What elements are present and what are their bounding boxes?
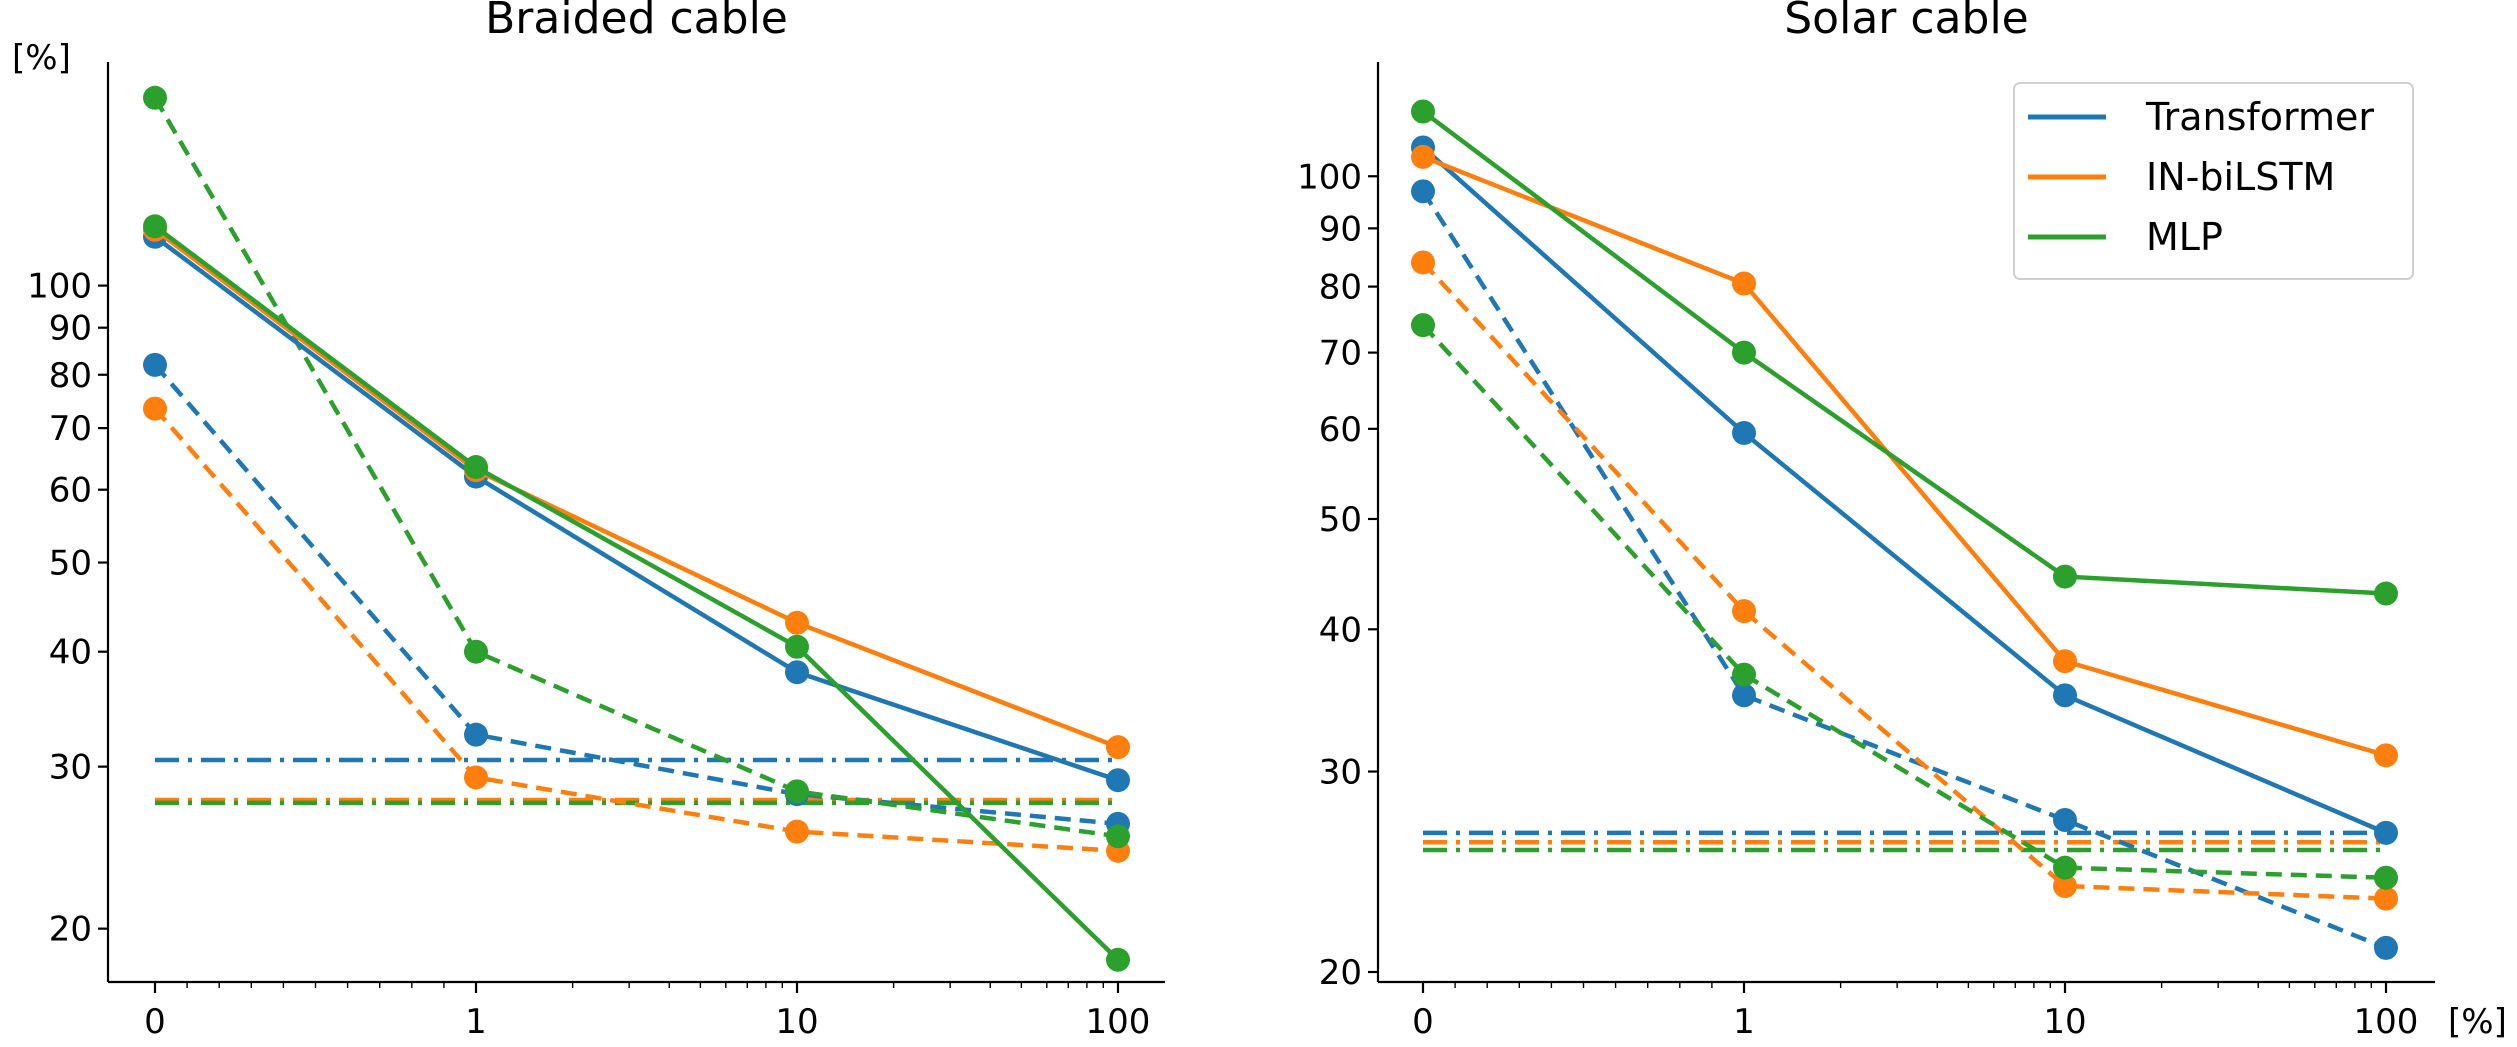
series-line-in-bilstm-solid	[153, 227, 1119, 750]
y-tick-label: 100	[1297, 157, 1362, 197]
data-point-mlp-solid	[1411, 99, 1435, 124]
chart-title: Braided cable	[485, 0, 788, 44]
y-tick-label: 60	[49, 471, 92, 511]
x-tick-label: 0	[144, 1002, 166, 1042]
x-tick-label: 100	[1086, 1002, 1151, 1042]
data-point-transformer-solid	[2053, 683, 2077, 708]
series-line-mlp-solid	[1421, 109, 2387, 596]
data-point-in-bilstm-dashed	[1411, 250, 1435, 275]
data-point-mlp-solid	[143, 214, 167, 239]
legend-label-transformer: Transformer	[2145, 95, 2374, 139]
data-point-in-bilstm-solid	[1106, 735, 1130, 760]
data-point-in-bilstm-solid	[2374, 743, 2398, 768]
legend-frame	[2013, 82, 2414, 280]
data-point-transformer-solid	[1732, 420, 1756, 445]
data-point-transformer-solid	[785, 660, 809, 685]
x-tick-label: 0	[1412, 1002, 1434, 1042]
legend-label-mlp: MLP	[2146, 215, 2223, 259]
x-axis-unit-label: [%]	[2448, 1002, 2507, 1042]
data-point-mlp-dashed	[1732, 662, 1756, 687]
legend-label-in-bilstm: IN-biLSTM	[2146, 155, 2335, 199]
data-point-transformer-dashed	[143, 352, 167, 377]
data-point-in-bilstm-solid	[785, 610, 809, 635]
series-line-transformer-dashed	[153, 363, 1119, 827]
y-tick-label: 50	[1319, 500, 1362, 540]
data-point-transformer-solid	[1106, 768, 1130, 793]
x-tick-label: 10	[2043, 1002, 2086, 1042]
x-tick-label: 1	[465, 1002, 487, 1042]
y-tick-label: 40	[1319, 610, 1362, 650]
data-point-transformer-dashed	[1411, 179, 1435, 204]
y-tick-label: 100	[27, 267, 92, 307]
data-point-transformer-dashed	[2053, 807, 2077, 832]
data-point-mlp-solid	[1106, 947, 1130, 972]
series-line-in-bilstm-dashed	[153, 407, 1119, 854]
data-point-in-bilstm-dashed	[785, 819, 809, 844]
data-point-in-bilstm-solid	[1732, 271, 1756, 296]
y-tick-label: 60	[1319, 410, 1362, 450]
data-point-transformer-solid	[2374, 820, 2398, 845]
y-tick-label: 90	[1319, 209, 1362, 249]
x-tick-label: 10	[775, 1002, 818, 1042]
series-line-in-bilstm-solid	[1422, 154, 2387, 758]
data-point-mlp-dashed	[2374, 865, 2398, 890]
data-point-transformer-dashed	[2374, 935, 2398, 960]
y-tick-label: 20	[49, 910, 92, 950]
data-point-mlp-dashed	[785, 779, 809, 804]
data-point-mlp-dashed	[2053, 855, 2077, 880]
series-line-mlp-solid	[153, 224, 1120, 962]
data-point-in-bilstm-dashed	[464, 765, 488, 790]
series-line-transformer-solid	[153, 234, 1119, 783]
series-line-transformer-solid	[1421, 145, 2387, 835]
y-tick-label: 30	[49, 748, 92, 788]
data-point-mlp-solid	[464, 455, 488, 480]
data-point-in-bilstm-dashed	[2053, 874, 2077, 899]
data-point-mlp-dashed	[143, 85, 167, 110]
data-point-mlp-dashed	[464, 639, 488, 664]
y-tick-label: 80	[1319, 268, 1362, 308]
y-tick-label: 70	[49, 409, 92, 449]
data-point-mlp-solid	[785, 634, 809, 659]
y-tick-label: 80	[49, 356, 92, 396]
series-line-transformer-dashed	[1421, 190, 2387, 950]
y-tick-label: 50	[49, 544, 92, 584]
y-tick-label: 40	[49, 633, 92, 673]
data-point-transformer-dashed	[464, 722, 488, 747]
data-point-in-bilstm-dashed	[2374, 886, 2398, 911]
data-point-in-bilstm-dashed	[1732, 599, 1756, 624]
y-tick-label: 70	[1319, 334, 1362, 374]
panel-solar-cable: Solar cable 20 30 40 50 60 70 80 90 100 0 1 10 100 [%]	[1297, 0, 2507, 1042]
data-point-in-bilstm-solid	[2053, 649, 2077, 674]
data-point-transformer-dashed	[1732, 683, 1756, 708]
data-point-mlp-solid	[1732, 340, 1756, 365]
series-line-mlp-dashed	[153, 96, 1119, 839]
x-tick-label: 1	[1733, 1002, 1755, 1042]
series-line-mlp-dashed	[1421, 323, 2387, 881]
series-line-in-bilstm-dashed	[1421, 260, 2387, 901]
y-tick-label: 90	[49, 309, 92, 349]
data-point-in-bilstm-solid	[1411, 144, 1435, 169]
data-point-mlp-solid	[2053, 564, 2077, 589]
x-tick-label: 100	[2354, 1002, 2419, 1042]
data-point-mlp-solid	[2374, 581, 2398, 606]
y-axis-unit-label: [%]	[12, 38, 71, 78]
data-point-in-bilstm-dashed	[143, 396, 167, 421]
y-tick-label: 20	[1319, 953, 1362, 993]
data-point-mlp-dashed	[1411, 313, 1435, 338]
chart-title: Solar cable	[1784, 0, 2029, 44]
legend: Transformer IN-biLSTM MLP	[2013, 82, 2414, 280]
y-tick-label: 30	[1319, 753, 1362, 793]
data-point-mlp-dashed	[1106, 824, 1130, 849]
